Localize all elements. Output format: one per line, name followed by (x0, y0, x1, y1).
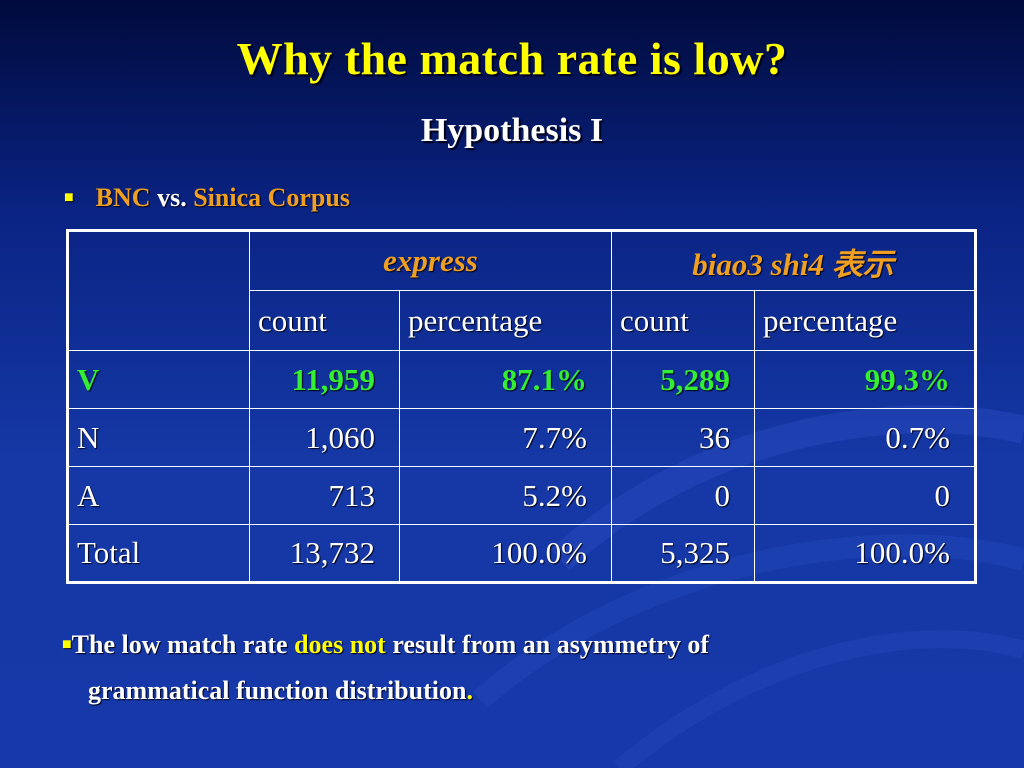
table-cell: 713 (249, 466, 400, 525)
table-row: Total 13,732 100.0% 5,325 100.0% (67, 524, 976, 583)
row-label: N (67, 408, 250, 467)
table-row: V 11,959 87.1% 5,289 99.3% (67, 350, 976, 409)
table-cell: 36 (611, 408, 755, 467)
bnc-label: BNC (95, 183, 151, 212)
table-cell: 87.1% (399, 350, 612, 409)
table-row: N 1,060 7.7% 36 0.7% (67, 408, 976, 467)
table-cell: 100.0% (399, 524, 612, 583)
table-cell: 0 (611, 466, 755, 525)
table-group-header-row: express biao3 shi4 表示 (67, 230, 976, 351)
table-cell: 0 (754, 466, 976, 525)
conclusion-line2: grammatical function distribution. (62, 668, 962, 714)
sub-header-count: count (249, 290, 400, 351)
bullet-square-icon: ■ (64, 189, 74, 206)
table-row: A 713 5.2% 0 0 (67, 466, 976, 525)
conclusion-text-pre: The low match rate (71, 630, 295, 659)
sub-header-percentage: percentage (399, 290, 612, 351)
vs-label: vs. (150, 183, 194, 212)
table-cell: 1,060 (249, 408, 400, 467)
slide-subtitle: Hypothesis I (420, 112, 604, 149)
row-label: A (67, 466, 250, 525)
sub-header-count: count (611, 290, 755, 351)
table-cell: 0.7% (754, 408, 976, 467)
bullet-conclusion: ■The low match rate does not result from… (62, 622, 962, 714)
group-header-biao3shi4: biao3 shi4 表示 (611, 230, 976, 291)
data-table: express biao3 shi4 表示 count percentage c… (66, 229, 977, 584)
table-cell: 13,732 (249, 524, 400, 583)
conclusion-text-post: result from an asymmetry of (385, 630, 710, 659)
table-corner-cell (67, 230, 250, 351)
sinica-label: Sinica Corpus (193, 183, 350, 212)
group-header-express: express (249, 230, 612, 291)
conclusion-highlight: does not (294, 630, 386, 659)
bullet-corpora: ■ BNC vs. Sinica Corpus (64, 183, 350, 213)
conclusion-text-line2: grammatical function distribution (88, 676, 467, 705)
conclusion-period: . (466, 676, 473, 705)
table-cell: 100.0% (754, 524, 976, 583)
slide-title: Why the match rate is low? (236, 33, 788, 84)
table-cell: 5.2% (399, 466, 612, 525)
table-cell: 7.7% (399, 408, 612, 467)
row-label: V (67, 350, 250, 409)
table-cell: 99.3% (754, 350, 976, 409)
table-cell: 5,289 (611, 350, 755, 409)
bullet-square-icon: ■ (62, 636, 72, 653)
table-cell: 5,325 (611, 524, 755, 583)
sub-header-percentage: percentage (754, 290, 976, 351)
table-cell: 11,959 (249, 350, 400, 409)
row-label: Total (67, 524, 250, 583)
